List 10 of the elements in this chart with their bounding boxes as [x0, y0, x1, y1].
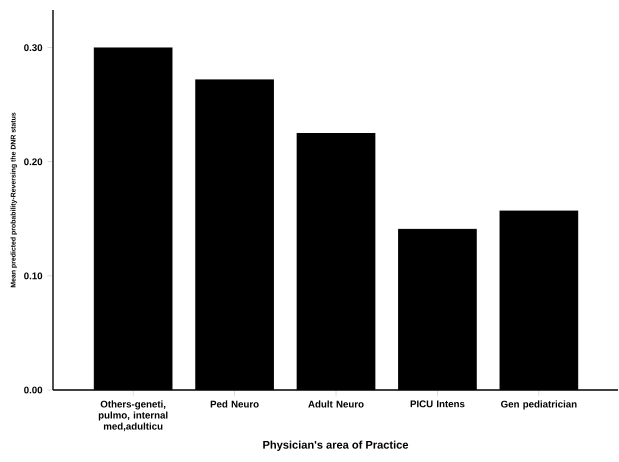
y-tick-label: 0.30	[24, 44, 42, 52]
x-tick-label: Adult Neuro	[308, 400, 364, 408]
y-tick-label: 0.20	[24, 158, 42, 166]
x-tick-label: Ped Neuro	[210, 400, 259, 408]
x-tick-label: Others-geneti, pulmo, internal med,adulticu	[98, 400, 168, 432]
x-axis-title: Physician's area of Practice	[263, 440, 408, 451]
x-tick-label: Gen pediatrician	[501, 400, 576, 410]
y-tick-label: 0.00	[24, 386, 42, 394]
x-tick-label: PICU Intens	[410, 400, 464, 408]
y-tick-label: 0.10	[24, 272, 42, 280]
